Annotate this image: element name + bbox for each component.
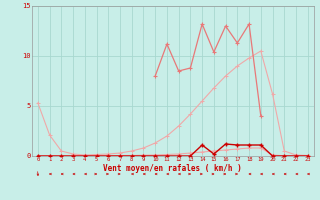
X-axis label: Vent moyen/en rafales ( km/h ): Vent moyen/en rafales ( km/h ) [103, 164, 242, 173]
